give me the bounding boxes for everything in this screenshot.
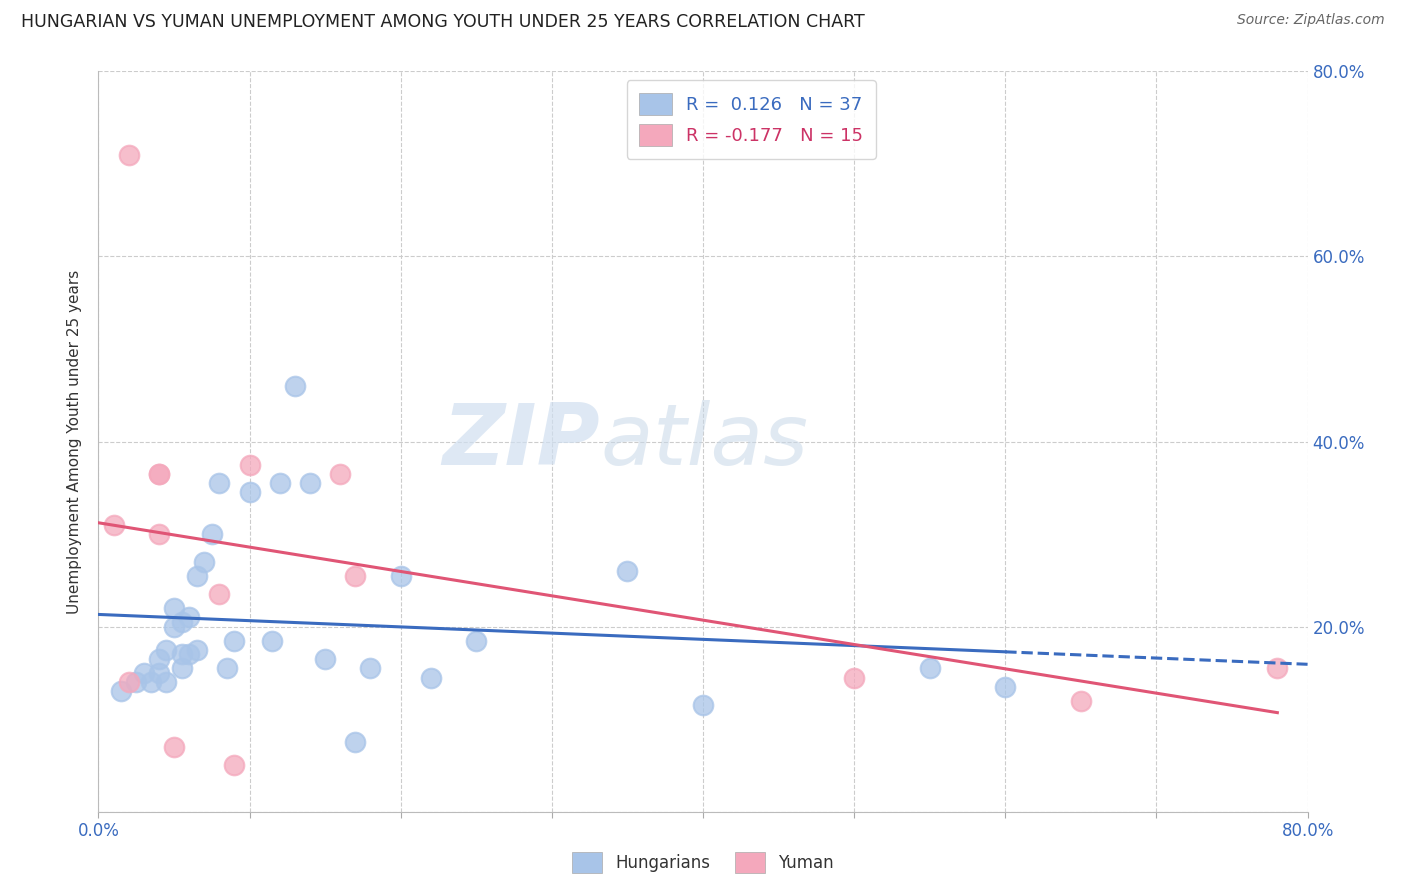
Point — [118, 147, 141, 161]
Point — [344, 735, 367, 749]
Point — [224, 758, 246, 772]
Point — [118, 675, 141, 690]
Point — [186, 568, 208, 582]
Point — [208, 476, 231, 491]
Point — [163, 601, 186, 615]
Point — [103, 517, 125, 532]
Point — [239, 458, 262, 472]
Point — [179, 610, 201, 624]
Point — [170, 648, 193, 662]
Point — [616, 564, 638, 578]
Point — [239, 485, 262, 500]
Point — [208, 587, 231, 601]
Point — [262, 633, 284, 648]
Legend: R =  0.126   N = 37, R = -0.177   N = 15: R = 0.126 N = 37, R = -0.177 N = 15 — [627, 80, 876, 159]
Point — [420, 671, 443, 685]
Point — [163, 739, 186, 754]
Point — [299, 476, 322, 491]
Point — [193, 555, 215, 569]
Point — [170, 661, 193, 675]
Point — [1070, 694, 1092, 708]
Point — [170, 615, 193, 629]
Point — [360, 661, 382, 675]
Point — [465, 633, 488, 648]
Point — [148, 652, 170, 666]
Point — [148, 467, 170, 481]
Point — [148, 665, 170, 680]
Point — [918, 661, 941, 675]
Point — [125, 675, 148, 690]
Point — [284, 379, 307, 393]
Point — [155, 675, 177, 690]
Y-axis label: Unemployment Among Youth under 25 years: Unemployment Among Youth under 25 years — [67, 269, 83, 614]
Point — [314, 652, 336, 666]
Point — [329, 467, 352, 481]
Legend: Hungarians, Yuman: Hungarians, Yuman — [565, 846, 841, 880]
Point — [186, 642, 208, 657]
Point — [148, 527, 170, 541]
Point — [844, 671, 866, 685]
Point — [148, 467, 170, 481]
Point — [132, 665, 155, 680]
Text: Source: ZipAtlas.com: Source: ZipAtlas.com — [1237, 13, 1385, 28]
Point — [201, 527, 224, 541]
Point — [163, 619, 186, 633]
Text: ZIP: ZIP — [443, 400, 600, 483]
Point — [155, 642, 177, 657]
Text: atlas: atlas — [600, 400, 808, 483]
Point — [1267, 661, 1289, 675]
Point — [215, 661, 238, 675]
Point — [344, 568, 367, 582]
Text: HUNGARIAN VS YUMAN UNEMPLOYMENT AMONG YOUTH UNDER 25 YEARS CORRELATION CHART: HUNGARIAN VS YUMAN UNEMPLOYMENT AMONG YO… — [21, 13, 865, 31]
Point — [994, 680, 1017, 694]
Point — [110, 684, 132, 698]
Point — [692, 698, 714, 713]
Point — [179, 648, 201, 662]
Point — [389, 568, 412, 582]
Point — [269, 476, 291, 491]
Point — [141, 675, 163, 690]
Point — [224, 633, 246, 648]
